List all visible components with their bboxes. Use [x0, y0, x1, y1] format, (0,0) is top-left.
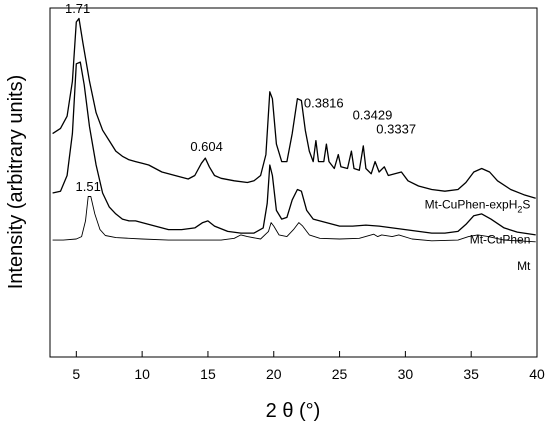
x-axis-title: 2 θ (°) — [266, 400, 321, 422]
annotation-5: 0.3337 — [376, 122, 416, 137]
series-line-1 — [52, 61, 536, 236]
series-label-2: Mt — [517, 259, 531, 273]
x-tick-label-10: 10 — [134, 366, 150, 382]
series-label-0: Mt-CuPhen-expH2S — [425, 198, 531, 215]
x-tick-label-20: 20 — [266, 366, 282, 382]
x-tick-label-30: 30 — [398, 366, 414, 382]
annotation-2: 0.604 — [190, 139, 223, 154]
y-axis-title: Intensity (arbitrary units) — [5, 75, 27, 290]
x-tick-label-35: 35 — [463, 366, 479, 382]
x-ticks: 5 10 15 20 25 30 35 40 — [72, 351, 545, 382]
annotation-1: 1.51 — [76, 179, 101, 194]
series-label-subscript: 2 — [517, 205, 522, 215]
series-label-tail: S — [522, 198, 530, 212]
series-line-0 — [52, 17, 536, 199]
annotation-3: 0.3816 — [304, 95, 344, 110]
series-labels: Mt-CuPhen-expH2S Mt-CuPhen Mt — [425, 198, 531, 273]
series-label-main: Mt-CuPhen-expH — [425, 198, 518, 212]
series-line-2 — [52, 196, 536, 243]
x-tick-label-15: 15 — [200, 366, 216, 382]
annotation-0: 1.71 — [65, 1, 90, 16]
x-tick-label-5: 5 — [72, 366, 80, 382]
plot-frame — [49, 7, 538, 358]
series-label-1: Mt-CuPhen — [470, 233, 531, 247]
series-group — [52, 17, 536, 243]
annotation-4: 0.3429 — [353, 108, 393, 123]
x-tick-label-40: 40 — [529, 366, 545, 382]
x-tick-label-25: 25 — [332, 366, 348, 382]
